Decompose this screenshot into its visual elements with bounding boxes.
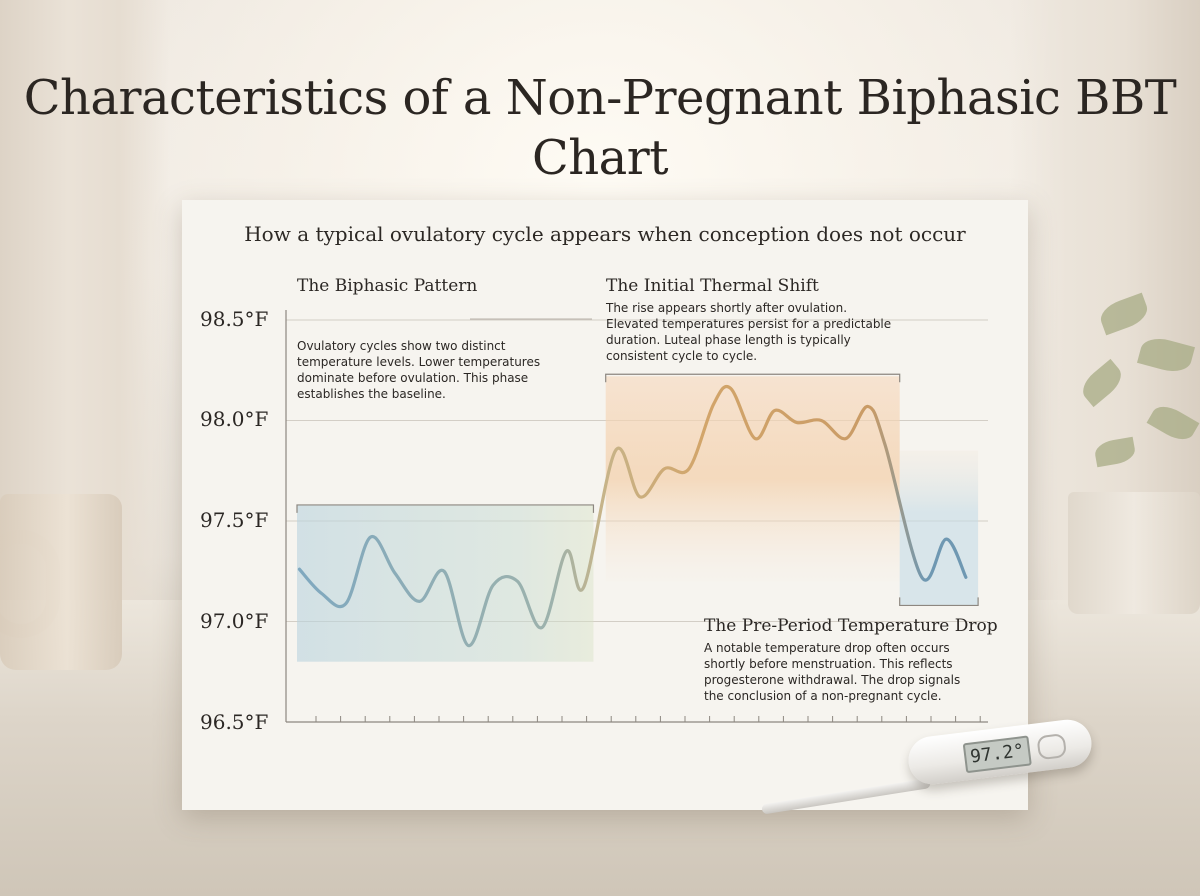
thermometer-display: 97.2° — [962, 735, 1032, 774]
low-phase-region — [297, 504, 594, 662]
series-line-bbt — [297, 384, 968, 648]
y-tick-label: 96.5°F — [200, 710, 269, 734]
annotation-drop-title: The Pre-Period Temperature Drop — [704, 616, 998, 636]
chart-series — [297, 384, 968, 648]
low-phase-bracket — [296, 504, 595, 513]
thermometer-body: 97.2° — [905, 716, 1095, 788]
y-tick-label: 97.5°F — [200, 508, 269, 532]
y-tick-label: 98.5°F — [200, 307, 269, 331]
annotation-thermal-shift-text: The rise appears shortly after ovulation… — [606, 301, 892, 363]
background-mug — [0, 494, 122, 670]
high-phase-region — [605, 376, 900, 582]
thermometer-button-icon — [1036, 733, 1068, 761]
annotation-biphasic-title: The Biphasic Pattern — [297, 276, 478, 296]
chart-phase-brackets — [296, 318, 979, 607]
y-tick-label: 97.0°F — [200, 609, 269, 633]
drop-phase-region — [899, 450, 979, 606]
annotation-thermal-shift-title: The Initial Thermal Shift — [606, 276, 819, 296]
chart-x-axis — [285, 309, 988, 723]
annotation-biphasic-text: Ovulatory cycles show two distinct tempe… — [297, 339, 541, 401]
background-plant-pot — [1068, 492, 1200, 614]
drop-phase-bracket — [899, 597, 979, 607]
thermometer: 97.2° — [758, 716, 1095, 815]
annotation-drop-text: A notable temperature drop often occurs … — [704, 641, 961, 703]
chart-title: Characteristics of a Non-Pregnant Biphas… — [23, 70, 1177, 186]
high-phase-bracket — [605, 373, 901, 383]
chart-phase-regions — [297, 376, 979, 662]
chart-subtitle: How a typical ovulatory cycle appears wh… — [244, 222, 966, 246]
y-tick-label: 98.0°F — [200, 407, 269, 431]
